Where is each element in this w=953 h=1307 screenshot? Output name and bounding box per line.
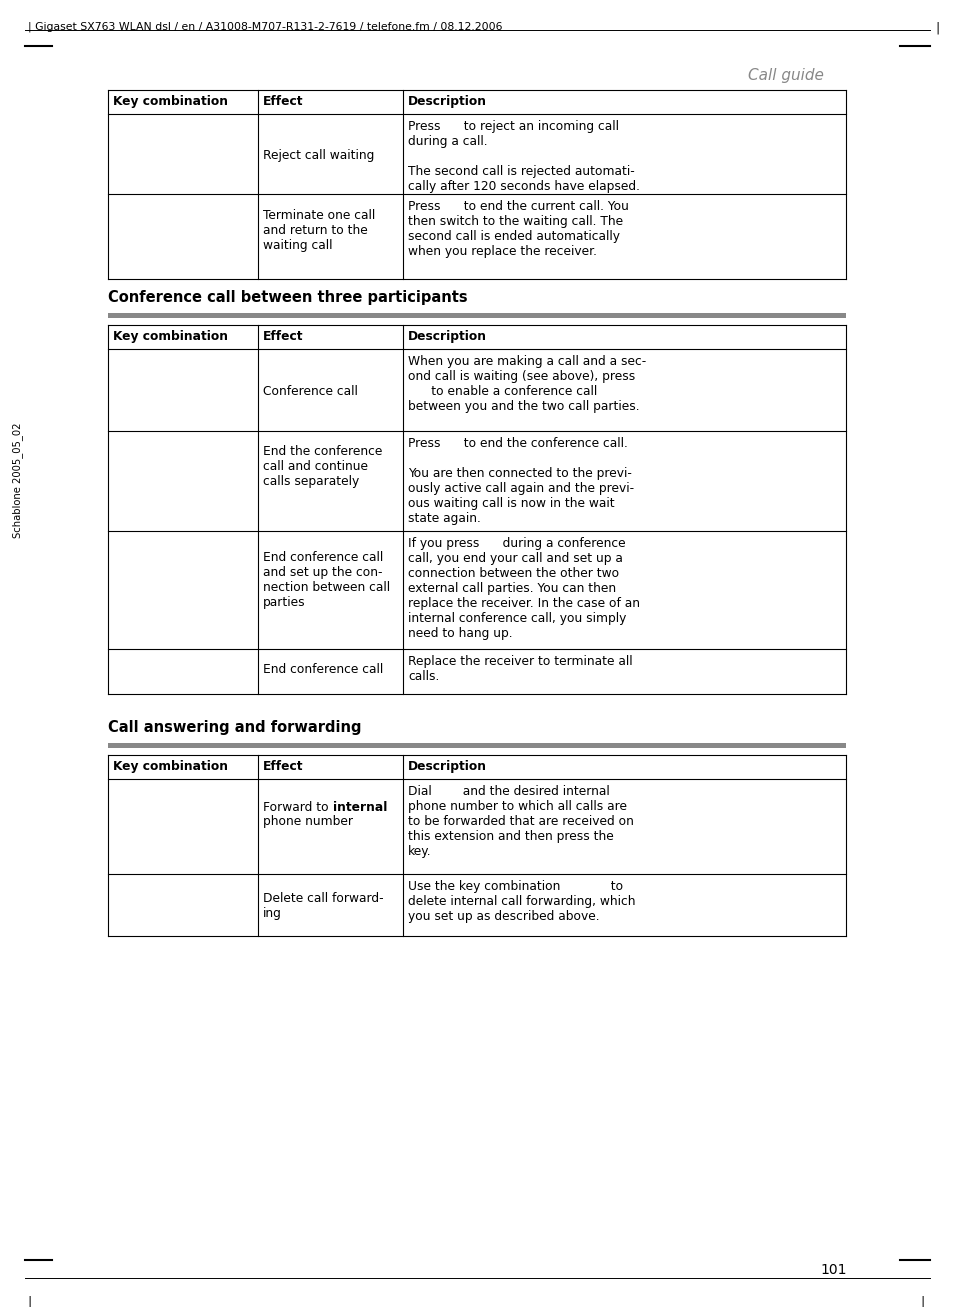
Text: Effect: Effect (263, 95, 303, 108)
Text: Key combination: Key combination (112, 759, 228, 772)
Text: |: | (27, 1297, 31, 1307)
Text: Dial        and the desired internal
phone number to which all calls are
to be f: Dial and the desired internal phone numb… (408, 786, 633, 857)
Bar (108, 312, 845, 318)
Text: End conference call
and set up the con-
nection between call
parties: End conference call and set up the con- … (263, 552, 390, 609)
Text: Key combination: Key combination (112, 95, 228, 108)
Text: Use the key combination             to
delete internal call forwarding, which
yo: Use the key combination to delete intern… (408, 880, 635, 923)
Text: Effect: Effect (263, 759, 303, 772)
Bar (108, 742, 845, 748)
Text: When you are making a call and a sec-
ond call is waiting (see above), press
   : When you are making a call and a sec- on… (408, 356, 645, 413)
Text: Press      to end the current call. You
then switch to the waiting call. The
sec: Press to end the current call. You then … (408, 200, 628, 257)
Text: Forward to: Forward to (263, 801, 333, 814)
Text: Description: Description (408, 759, 486, 772)
Text: Conference call: Conference call (263, 386, 357, 399)
Text: Conference call between three participants: Conference call between three participan… (108, 290, 467, 305)
Text: Replace the receiver to terminate all
calls.: Replace the receiver to terminate all ca… (408, 655, 632, 684)
Text: Description: Description (408, 95, 486, 108)
Text: Press      to reject an incoming call
during a call.

The second call is rejecte: Press to reject an incoming call during … (408, 120, 639, 193)
Text: phone number: phone number (263, 816, 353, 829)
Text: Terminate one call
and return to the
waiting call: Terminate one call and return to the wai… (263, 209, 375, 252)
Text: Key combination: Key combination (112, 329, 228, 342)
Text: Delete call forward-
ing: Delete call forward- ing (263, 891, 383, 920)
Text: Call answering and forwarding: Call answering and forwarding (108, 720, 361, 735)
Text: Description: Description (408, 329, 486, 342)
Text: Call guide: Call guide (747, 68, 823, 84)
Text: If you press      during a conference
call, you end your call and set up a
conne: If you press during a conference call, y… (408, 537, 639, 640)
Text: | Gigaset SX763 WLAN dsl / en / A31008-M707-R131-2-7619 / telefone.fm / 08.12.20: | Gigaset SX763 WLAN dsl / en / A31008-M… (28, 22, 502, 33)
Text: internal: internal (333, 801, 387, 814)
Text: 101: 101 (820, 1263, 845, 1277)
Text: Reject call waiting: Reject call waiting (263, 149, 374, 162)
Text: End the conference
call and continue
calls separately: End the conference call and continue cal… (263, 444, 382, 488)
Text: |: | (919, 1297, 923, 1307)
Text: Schablone 2005_05_02: Schablone 2005_05_02 (12, 422, 24, 537)
Text: Effect: Effect (263, 329, 303, 342)
Text: Press      to end the conference call.

You are then connected to the previ-
ous: Press to end the conference call. You ar… (408, 437, 634, 525)
Text: |: | (934, 22, 939, 35)
Text: End conference call: End conference call (263, 663, 383, 676)
